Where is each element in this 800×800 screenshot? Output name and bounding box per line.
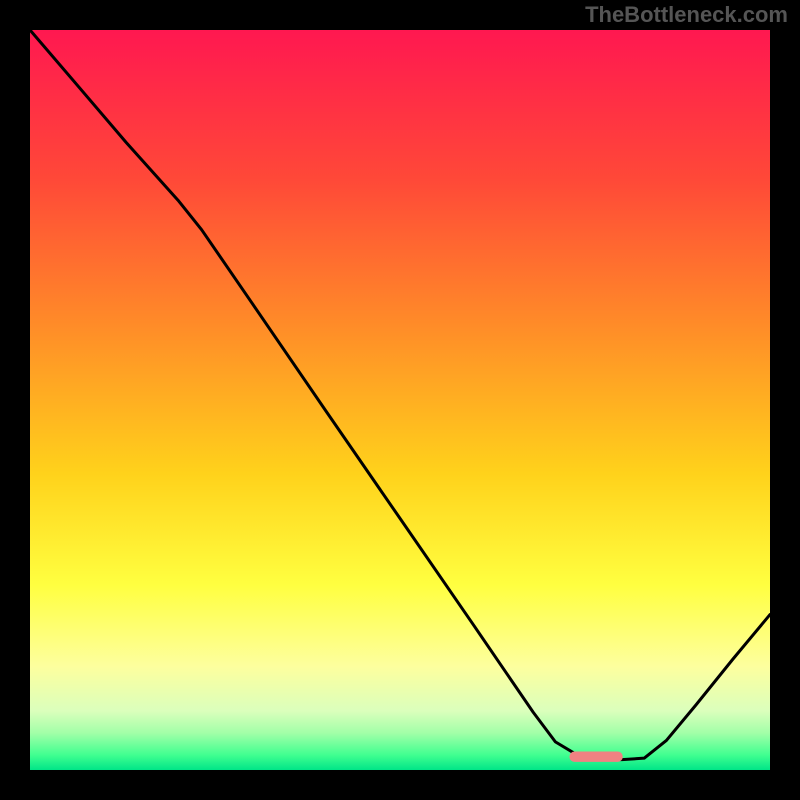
- optimal-marker: [569, 752, 622, 762]
- plot-background: [30, 30, 770, 770]
- bottleneck-chart: [0, 0, 800, 800]
- chart-container: TheBottleneck.com: [0, 0, 800, 800]
- watermark-text: TheBottleneck.com: [585, 2, 788, 28]
